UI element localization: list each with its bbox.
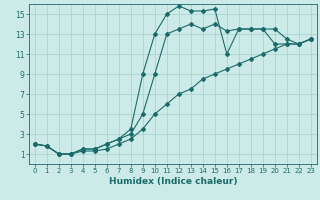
X-axis label: Humidex (Indice chaleur): Humidex (Indice chaleur) [108,177,237,186]
